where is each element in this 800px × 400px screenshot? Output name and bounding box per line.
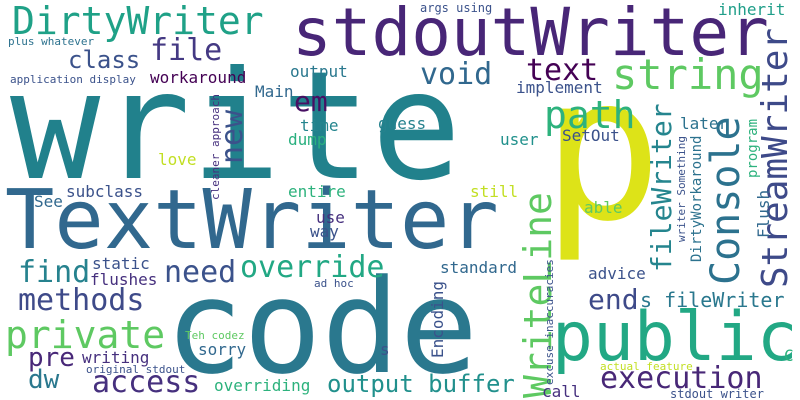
word-love: love — [158, 150, 197, 169]
word-code: code — [165, 251, 479, 400]
word-private: private — [5, 313, 166, 357]
word-public: public — [552, 298, 798, 377]
word-output: output — [290, 62, 348, 81]
word-path: path — [544, 93, 636, 137]
word-dirtywriter: DirtyWriter — [12, 0, 264, 43]
word-file: file — [150, 33, 223, 68]
word-static: static — [92, 254, 150, 273]
word-guess: guess — [378, 114, 427, 133]
word-still: still — [470, 182, 519, 201]
word-methods: methods — [18, 283, 145, 318]
word-text: text — [526, 53, 599, 88]
word-encoding: Encoding — [428, 280, 447, 358]
word-main: Main — [255, 82, 294, 101]
word-execution: execution — [600, 361, 763, 396]
word-dw: dw — [28, 365, 60, 395]
word-application-display: application display — [10, 73, 136, 86]
word-find: find — [18, 255, 91, 290]
word-entire: entire — [288, 182, 346, 201]
word-need: need — [164, 255, 237, 290]
word-access: access — [92, 365, 201, 400]
word-em: em — [294, 85, 328, 118]
word-program: program — [745, 118, 761, 178]
word-excuse-inaccuracies: excuse inaccuracies — [543, 259, 556, 385]
word-actual-feature: actual feature — [600, 360, 693, 373]
word-way: way — [310, 222, 339, 241]
word-cleaner-approach: cleaner approach — [209, 94, 222, 200]
word-overriding: overriding — [214, 376, 311, 395]
word-sorry: sorry — [198, 340, 247, 359]
word-subclass: subclass — [66, 182, 144, 201]
word-time: time — [300, 116, 339, 135]
word-plus-whatever: plus whatever — [8, 35, 95, 48]
word-override: override — [240, 250, 385, 285]
word-textwriter: TextWriter — [5, 173, 499, 268]
word-p: p — [542, 33, 663, 266]
word-advice: advice — [588, 264, 646, 283]
word-user: user — [500, 130, 539, 149]
word-string: string — [612, 50, 764, 99]
word-dirtyworkaround: DirtyWorkaround — [689, 135, 705, 262]
word-implement: implement — [516, 78, 603, 97]
word-end: end — [588, 283, 639, 316]
word-s-filewriter: s fileWriter — [640, 288, 785, 312]
word-original-stdout: original stdout — [86, 363, 186, 376]
word-call: call — [542, 382, 581, 400]
word-args-using: args using — [420, 1, 493, 15]
word-class: class — [68, 46, 141, 74]
word-see: See — [34, 192, 63, 211]
word-console: Console — [703, 116, 749, 285]
word-c: C — [784, 346, 794, 365]
word-s: s — [380, 340, 390, 359]
word-setout: SetOut — [562, 126, 620, 145]
word-able: able — [584, 198, 623, 217]
word-use: use — [316, 208, 345, 227]
word-standard: standard — [440, 258, 518, 277]
word-flushes: flushes — [90, 270, 158, 289]
word-writer-something: writer Something — [675, 136, 688, 242]
word-inherit: inherit — [718, 0, 786, 19]
word-stdout-writer: stdout writer — [670, 387, 764, 400]
word-output-buffer: output buffer — [327, 370, 515, 398]
word-stdoutwriter: stdoutWriter — [292, 0, 769, 71]
word-void: void — [420, 57, 493, 92]
word-filewriter: fileWriter — [645, 103, 678, 272]
word-flush: Flush — [754, 189, 773, 238]
word-dump: dump — [288, 130, 327, 149]
word-pre: pre — [28, 343, 75, 373]
word-streamwriter: StreamWriter — [755, 27, 796, 288]
word-ad-hoc: ad hoc — [314, 277, 354, 290]
word-write: write — [10, 40, 462, 214]
word-writing: writing — [82, 348, 150, 367]
word-teh-codez: Teh codez — [185, 329, 245, 342]
word-new: new — [215, 109, 250, 164]
word-workaround: workaround — [150, 68, 247, 87]
word-later: later — [680, 114, 729, 133]
